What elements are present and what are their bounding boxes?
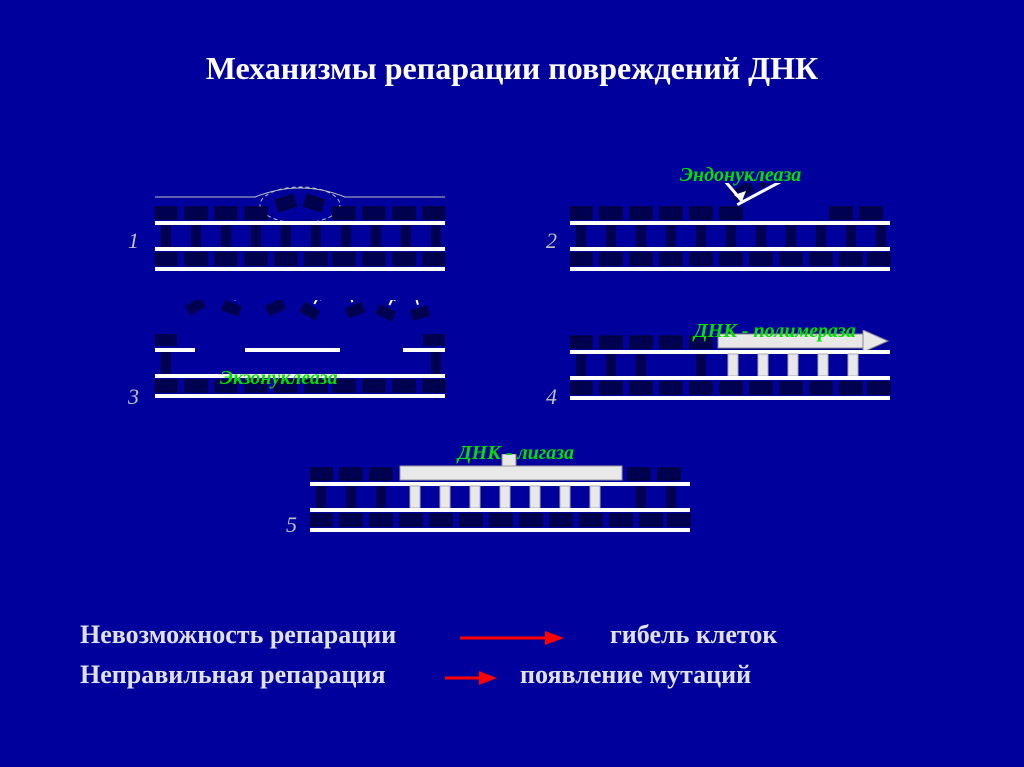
panel-1-number: 1 <box>128 228 139 254</box>
panel-2-number: 2 <box>546 228 557 254</box>
panel-4-enzyme: ДНК - полимераза <box>694 320 856 343</box>
arrow-icon <box>460 628 570 648</box>
panel-2-enzyme: Эндонуклеаза <box>680 164 801 187</box>
bottom-line1-right: гибель клеток <box>610 620 777 650</box>
panel-3 <box>155 310 450 410</box>
panel-4-number: 4 <box>546 384 557 410</box>
arrow-icon <box>445 668 501 688</box>
panel-5-number: 5 <box>286 512 297 538</box>
bottom-line1-left: Невозможность репарации <box>80 620 396 650</box>
bottom-line2-left: Неправильная репарация <box>80 660 386 690</box>
panel-1 <box>155 195 445 280</box>
slide-title: Механизмы репарации повреждений ДНК <box>0 0 1024 87</box>
panel-2 <box>570 195 890 285</box>
panel-5-enzyme: ДНК - лигаза <box>458 442 574 465</box>
panel-3-enzyme: Экзонуклеаза <box>220 367 338 390</box>
panel-3-number: 3 <box>128 384 139 410</box>
bottom-line2-right: появление мутаций <box>520 660 751 690</box>
panel-5 <box>310 462 695 552</box>
